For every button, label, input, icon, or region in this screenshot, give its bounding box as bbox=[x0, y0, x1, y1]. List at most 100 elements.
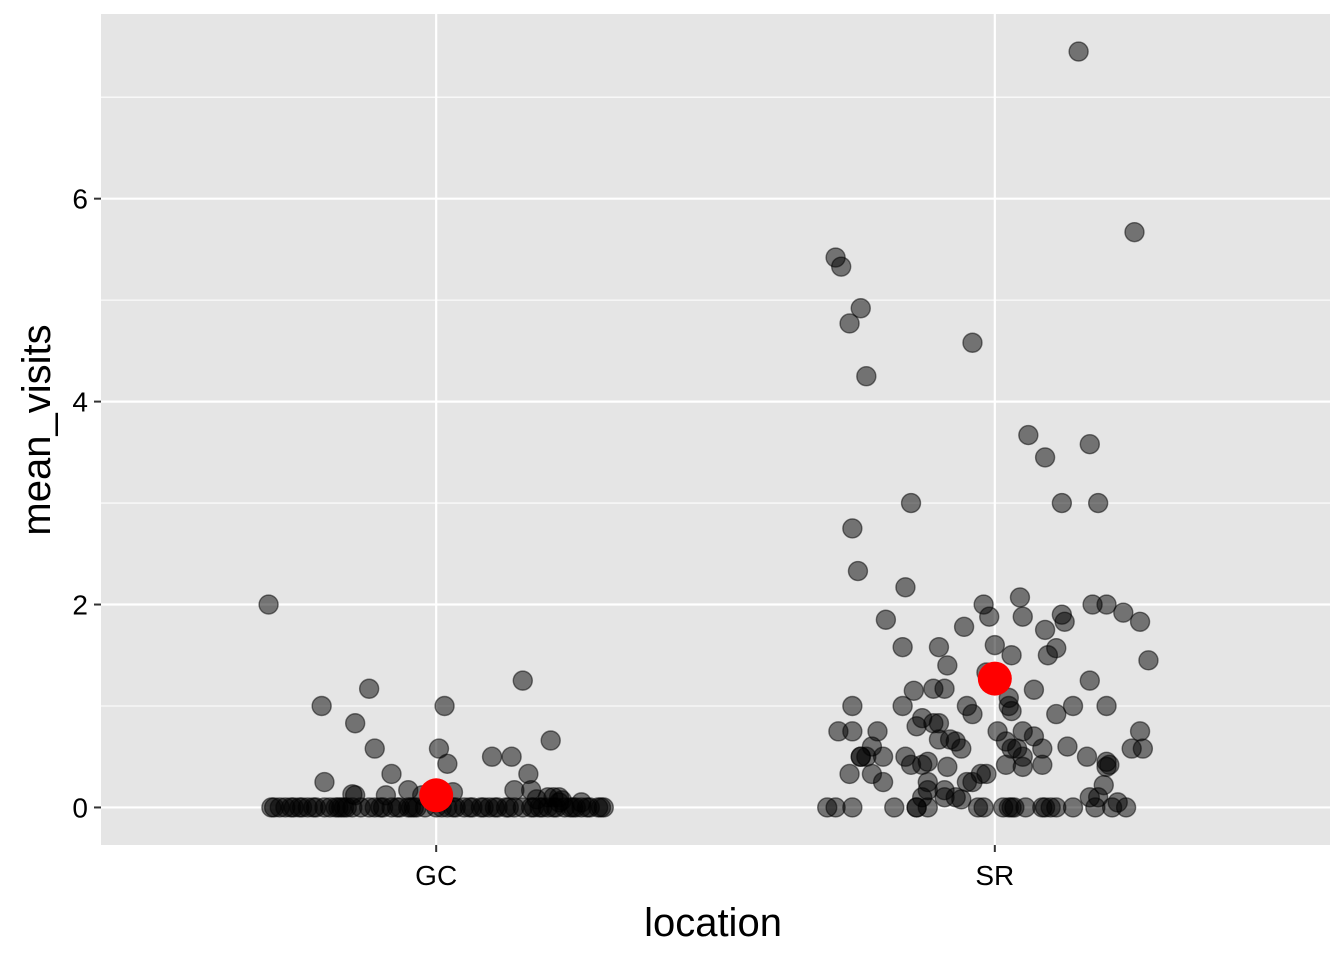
data-point bbox=[842, 518, 863, 539]
data-point bbox=[1138, 650, 1159, 671]
data-point bbox=[979, 606, 1000, 627]
data-point bbox=[987, 721, 1008, 742]
data-point bbox=[311, 695, 332, 717]
data-point bbox=[1068, 41, 1089, 62]
data-point bbox=[437, 753, 458, 775]
data-point bbox=[1129, 721, 1151, 742]
data-point bbox=[828, 721, 849, 742]
data-point bbox=[344, 713, 366, 734]
data-point bbox=[1087, 787, 1109, 808]
data-point bbox=[1034, 447, 1056, 468]
data-point bbox=[540, 730, 561, 751]
data-point bbox=[1032, 797, 1053, 818]
data-point bbox=[956, 695, 978, 717]
y-tick-label: 6 bbox=[72, 184, 88, 215]
data-point bbox=[825, 247, 846, 268]
plot-panel bbox=[101, 14, 1330, 845]
data-point bbox=[875, 609, 897, 630]
x-axis-title: location bbox=[644, 901, 782, 945]
data-point bbox=[303, 797, 324, 818]
data-point bbox=[872, 771, 894, 793]
data-point bbox=[1001, 645, 1022, 666]
data-point bbox=[1051, 492, 1073, 514]
x-tick-label: SR bbox=[975, 860, 1014, 891]
data-point bbox=[1001, 700, 1022, 722]
data-points bbox=[258, 41, 1159, 818]
data-point bbox=[501, 746, 522, 767]
data-point bbox=[962, 332, 983, 353]
data-point bbox=[1096, 756, 1117, 778]
data-point bbox=[571, 792, 592, 813]
data-point bbox=[1057, 736, 1078, 757]
data-point bbox=[903, 680, 925, 701]
summary-points bbox=[419, 661, 1012, 813]
mean-point bbox=[419, 778, 454, 813]
x-axis: GC SR bbox=[415, 845, 1014, 891]
data-point bbox=[1032, 754, 1053, 776]
minor-grid-lines bbox=[101, 96, 1330, 707]
data-point bbox=[856, 366, 877, 387]
data-point bbox=[1079, 434, 1100, 455]
data-point bbox=[945, 731, 966, 752]
y-tick-label: 2 bbox=[72, 590, 88, 621]
data-point bbox=[1012, 606, 1033, 627]
data-point bbox=[1012, 756, 1033, 778]
data-point bbox=[1023, 679, 1045, 700]
data-point bbox=[911, 754, 933, 776]
data-point bbox=[1046, 637, 1067, 659]
data-point bbox=[1132, 738, 1154, 759]
data-point bbox=[1054, 611, 1075, 632]
data-point bbox=[842, 797, 863, 818]
data-point bbox=[817, 797, 838, 818]
data-point bbox=[1009, 587, 1031, 608]
data-point bbox=[1046, 703, 1067, 725]
data-point bbox=[976, 763, 997, 785]
data-point bbox=[314, 771, 335, 793]
data-point bbox=[842, 695, 863, 717]
data-point bbox=[850, 298, 871, 319]
data-point bbox=[911, 707, 933, 729]
data-point bbox=[1034, 619, 1056, 641]
data-point bbox=[937, 756, 958, 778]
data-point bbox=[1062, 797, 1084, 818]
data-point bbox=[984, 634, 1006, 656]
y-axis-title: mean_visits bbox=[15, 324, 59, 535]
x-tick-label: GC bbox=[415, 860, 457, 891]
data-point bbox=[995, 754, 1017, 776]
data-point bbox=[839, 313, 860, 334]
data-point bbox=[923, 678, 944, 699]
data-point bbox=[1079, 670, 1100, 691]
data-point bbox=[1096, 695, 1117, 717]
data-point bbox=[526, 789, 547, 810]
y-tick-label: 4 bbox=[72, 387, 88, 418]
data-point bbox=[895, 577, 916, 598]
data-point bbox=[839, 763, 860, 785]
data-point bbox=[847, 560, 869, 582]
data-point bbox=[358, 678, 380, 699]
data-point bbox=[375, 785, 397, 806]
data-point bbox=[1124, 221, 1145, 243]
data-point bbox=[1076, 746, 1098, 767]
y-axis: 0 2 4 6 bbox=[72, 184, 101, 823]
mean-point bbox=[977, 661, 1012, 696]
data-point bbox=[937, 655, 958, 676]
y-tick-label: 0 bbox=[72, 792, 88, 823]
data-point bbox=[1082, 594, 1103, 615]
data-point bbox=[364, 738, 385, 759]
data-point bbox=[892, 636, 913, 658]
data-point bbox=[892, 695, 913, 717]
data-point bbox=[1129, 611, 1151, 632]
data-point bbox=[951, 789, 972, 810]
data-point bbox=[1107, 792, 1128, 813]
data-point bbox=[917, 797, 938, 818]
data-point bbox=[551, 790, 573, 811]
data-point bbox=[258, 594, 279, 615]
data-point bbox=[928, 636, 950, 658]
data-point bbox=[481, 746, 503, 767]
data-point bbox=[1062, 695, 1084, 717]
data-point bbox=[1018, 424, 1039, 446]
data-point bbox=[861, 736, 883, 757]
data-point bbox=[342, 784, 363, 805]
data-point bbox=[1023, 726, 1045, 747]
